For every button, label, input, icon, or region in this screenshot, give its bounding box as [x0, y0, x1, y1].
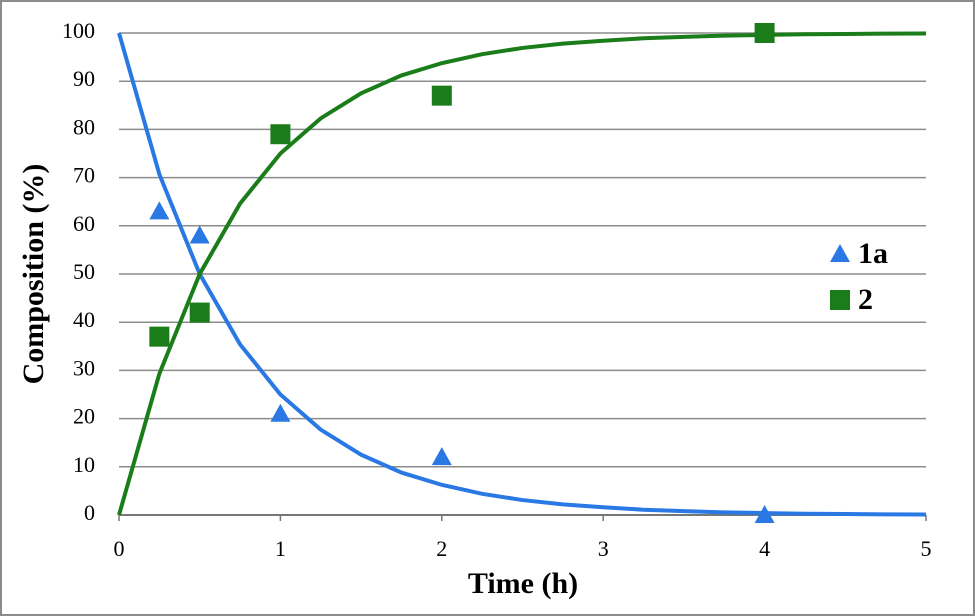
x-tick-label: 0 — [114, 536, 125, 561]
x-tick-label: 3 — [598, 536, 609, 561]
y-tick-label: 100 — [62, 18, 95, 43]
x-tick-label: 1 — [275, 536, 286, 561]
data-point — [189, 225, 210, 244]
y-tick-label: 50 — [73, 259, 95, 284]
fit-curve — [117, 31, 927, 516]
y-tick-label: 60 — [73, 211, 95, 236]
legend-label: 2 — [858, 283, 873, 316]
data-point — [754, 505, 775, 523]
fit-curve — [117, 32, 927, 517]
legend-marker — [830, 244, 850, 262]
data-point — [270, 403, 291, 422]
y-tick-label: 40 — [73, 307, 95, 332]
legend-marker — [830, 290, 850, 310]
y-tick-label: 30 — [73, 355, 95, 380]
legend-label: 1a — [858, 237, 888, 270]
y-tick-label: 0 — [84, 500, 95, 525]
data-point — [270, 124, 291, 145]
y-tick-label: 70 — [73, 163, 95, 188]
y-tick-label: 90 — [73, 66, 95, 91]
data-point — [149, 326, 170, 347]
x-axis-title: Time (h) — [468, 567, 578, 600]
y-tick-label: 20 — [73, 404, 95, 429]
x-tick-label: 4 — [759, 536, 770, 561]
y-axis-title: Composition (%) — [17, 164, 50, 385]
x-tick-label: 5 — [921, 536, 932, 561]
y-tick-label: 10 — [73, 452, 95, 477]
data-point — [431, 85, 452, 106]
data-point — [149, 201, 170, 220]
data-point — [189, 302, 210, 323]
data-point — [431, 447, 452, 466]
y-tick-label: 80 — [73, 114, 95, 139]
x-tick-label: 2 — [436, 536, 447, 561]
data-point — [754, 23, 775, 43]
